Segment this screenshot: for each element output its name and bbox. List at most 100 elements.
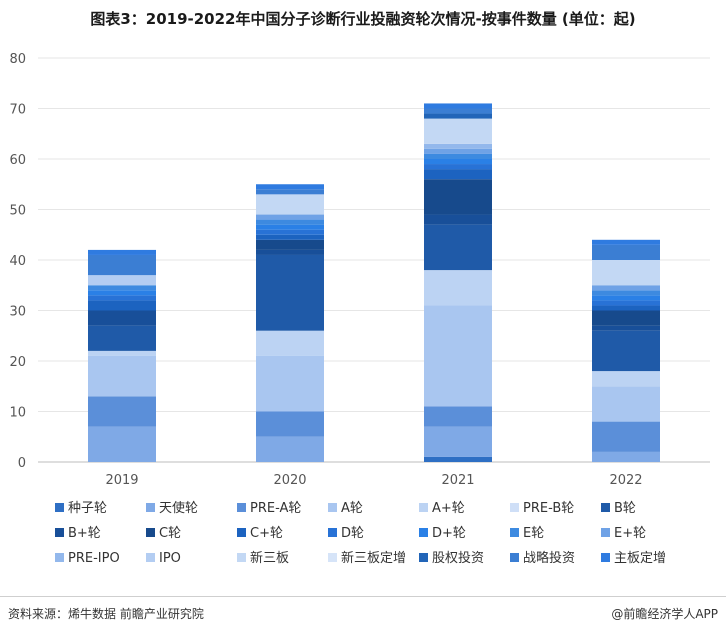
bar-segment [88, 355, 156, 397]
bar-segment [424, 456, 492, 462]
legend-item: PRE-IPO [55, 551, 120, 566]
brand-label: @前瞻经济学人APP [611, 607, 718, 621]
footer-divider [0, 596, 726, 597]
bar-segment [256, 249, 324, 255]
legend-label: A+轮 [432, 501, 465, 516]
bar-segment [424, 103, 492, 109]
y-tick-label: 50 [9, 204, 26, 219]
bar-segment [424, 148, 492, 154]
bar-segment [256, 214, 324, 220]
bar-segment [592, 386, 660, 422]
bar-segment [256, 189, 324, 195]
legend-swatch [328, 528, 337, 537]
bar-segment [592, 325, 660, 331]
x-tick-label: 2021 [441, 473, 474, 488]
bar-segment [424, 179, 492, 215]
legend-swatch [510, 553, 519, 562]
legend-item: B轮 [601, 501, 636, 516]
legend-label: PRE-IPO [68, 551, 120, 566]
bar-segment [256, 355, 324, 412]
legend-item: A轮 [328, 501, 363, 516]
bar-segment [424, 108, 492, 114]
legend-item: B+轮 [55, 526, 101, 541]
legend-item: PRE-A轮 [237, 501, 301, 516]
bar-segment [592, 421, 660, 452]
legend-swatch [146, 528, 155, 537]
bar-segment [88, 350, 156, 356]
bar-segment [424, 164, 492, 170]
legend-item: C轮 [146, 526, 181, 541]
legend-item: 新三板 [237, 550, 289, 566]
y-tick-label: 80 [9, 52, 26, 67]
legend-label: C轮 [159, 526, 181, 541]
bar-segment [256, 219, 324, 225]
legend-swatch [419, 553, 428, 562]
bar-segment [88, 295, 156, 301]
legend-label: 种子轮 [68, 501, 107, 516]
legend-label: B轮 [614, 501, 636, 516]
legend-label: E+轮 [614, 526, 646, 541]
x-tick-label: 2022 [609, 473, 642, 488]
bar-segment [592, 305, 660, 311]
bar-segment [592, 330, 660, 372]
bar-segment [88, 290, 156, 296]
legend-label: D轮 [341, 526, 364, 541]
legend-label: D+轮 [432, 526, 466, 541]
legend-swatch [419, 528, 428, 537]
bar-segment [256, 184, 324, 190]
legend-swatch [146, 503, 155, 512]
legend-item: IPO [146, 551, 181, 566]
legend-label: 新三板 [250, 550, 289, 566]
bar-segment [592, 295, 660, 301]
legend-item: C+轮 [237, 526, 283, 541]
legend-swatch [146, 553, 155, 562]
legend-swatch [419, 503, 428, 512]
legend-label: IPO [159, 551, 181, 566]
bar-segment [424, 169, 492, 180]
legend-item: PRE-B轮 [510, 501, 574, 516]
bar-segment [256, 239, 324, 250]
bar-segment [88, 275, 156, 286]
legend-label: A轮 [341, 501, 363, 516]
y-tick-label: 40 [9, 254, 26, 269]
legend-item: 股权投资 [419, 550, 484, 566]
y-tick-label: 20 [9, 355, 26, 370]
x-axis-ticks: 2019 2020 2021 2022 [105, 473, 642, 488]
bar-segment [256, 234, 324, 240]
bar-segment [88, 426, 156, 462]
y-tick-label: 70 [9, 103, 26, 118]
y-axis-ticks: 0 10 20 30 40 50 60 70 80 [9, 52, 26, 471]
source-note: 资料来源：烯牛数据 前瞻产业研究院 [8, 607, 204, 621]
legend-swatch [237, 553, 246, 562]
legend-item: 战略投资 [510, 550, 575, 566]
bar-segment [424, 118, 492, 144]
stacked-bar-chart: 0 10 20 30 40 50 60 70 80 2019 2020 2021 2022 种子轮 天使… [9, 52, 710, 566]
bar-segment [424, 159, 492, 165]
legend-item: D轮 [328, 526, 364, 541]
bar-segment [424, 305, 492, 407]
legend-label: E轮 [523, 526, 544, 541]
bar-segment [88, 396, 156, 427]
bar-segment [256, 330, 324, 356]
legend-item: D+轮 [419, 526, 466, 541]
legend-item: 主板定增 [601, 551, 666, 566]
bar-segment [592, 371, 660, 387]
bars [88, 103, 660, 462]
legend-swatch [510, 503, 519, 512]
legend-swatch [237, 503, 246, 512]
legend-item: E+轮 [601, 526, 646, 541]
legend-swatch [55, 553, 64, 562]
x-tick-label: 2020 [273, 473, 306, 488]
bar-segment [592, 290, 660, 296]
bar-segment [88, 325, 156, 351]
y-tick-label: 10 [9, 406, 26, 421]
bar-segment [592, 310, 660, 326]
legend-item: 新三板定增 [328, 550, 406, 566]
bar-segment [592, 285, 660, 291]
y-tick-label: 0 [18, 456, 26, 471]
legend-swatch [55, 528, 64, 537]
bar-segment [88, 249, 156, 255]
legend-item: 种子轮 [55, 501, 107, 516]
legend-item: A+轮 [419, 501, 465, 516]
bar-segment [592, 239, 660, 245]
